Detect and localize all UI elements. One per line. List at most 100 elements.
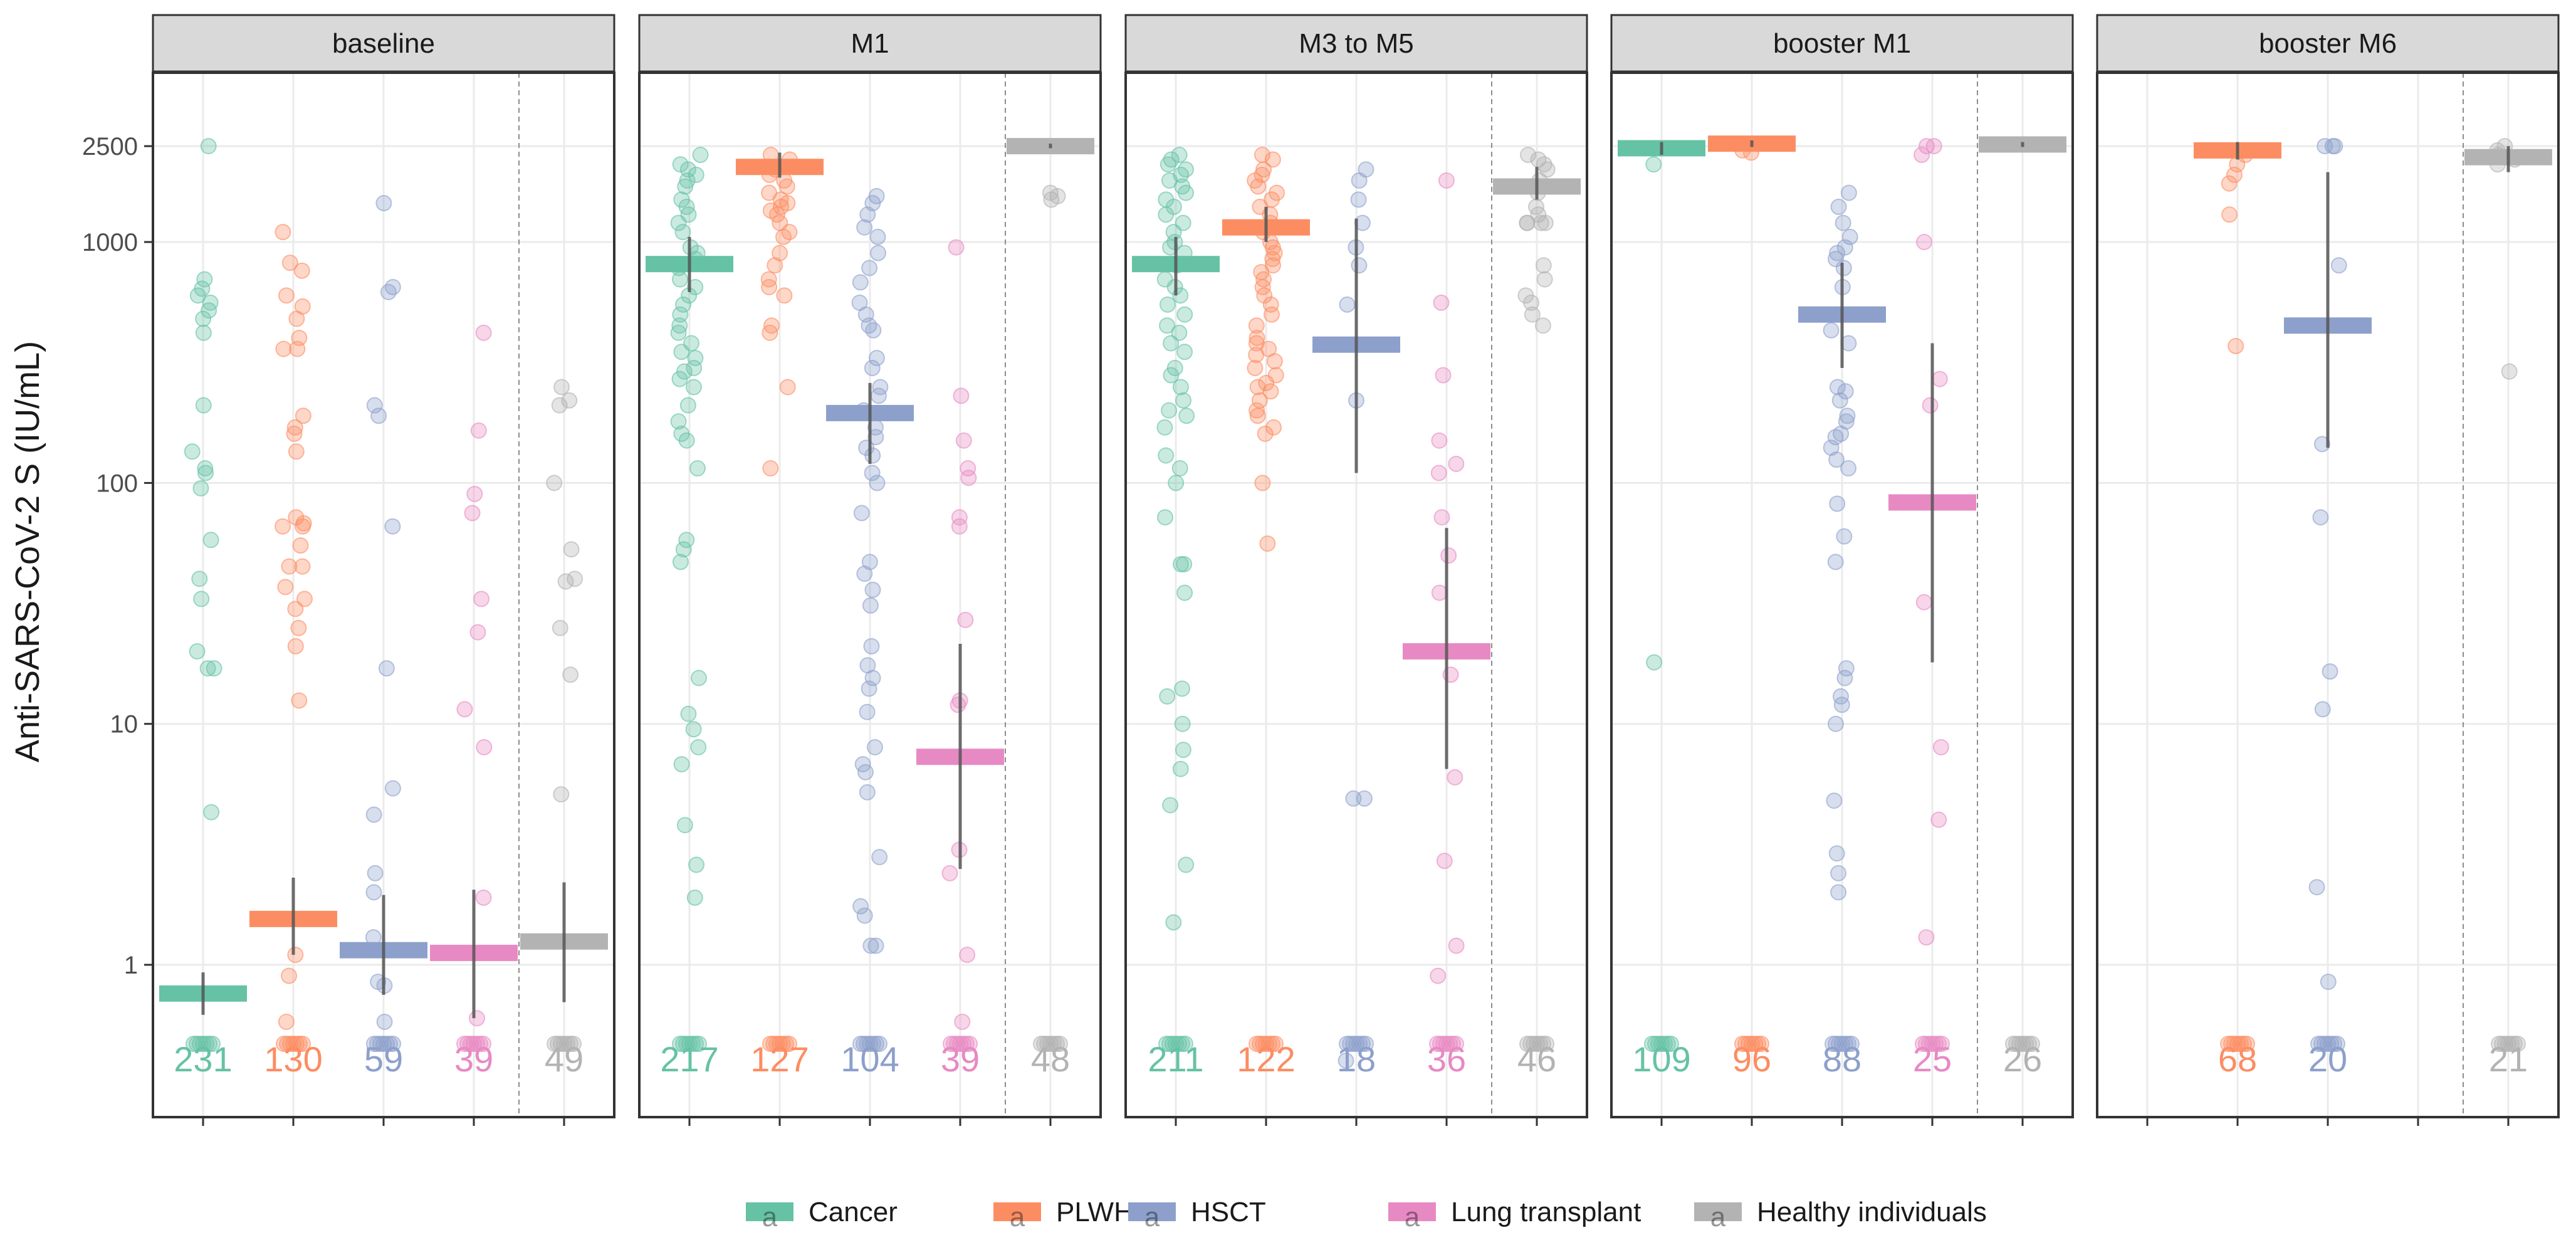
y-axis-label: Anti-SARS-CoV-2 S (IU/mL) [9,341,46,762]
data-point [1829,379,1846,396]
legend-label: HSCT [1191,1197,1266,1227]
count-label: 26 [2003,1039,2042,1079]
data-point [674,224,691,241]
data-point [1256,287,1273,304]
data-point [475,324,492,341]
data-point [1159,296,1176,313]
data-point-lod [1358,1036,1374,1053]
data-point [286,419,303,436]
data-point [290,619,307,636]
data-point [196,271,213,288]
panel-3: booster M1 109 96 88 25 26 [1610,14,2074,1126]
legend-key [1694,1202,1742,1221]
data-point [1351,257,1368,274]
data-point [675,296,692,313]
data-point [206,660,223,677]
data-point [773,198,790,215]
data-point [288,310,305,327]
data-point [199,660,216,677]
data-point-lod [871,1036,887,1053]
data-point [953,387,970,404]
data-point [959,947,976,964]
data-point [1157,509,1174,526]
data-point [2330,257,2347,274]
data-point [195,310,212,327]
data-point [863,638,880,654]
data-point [2501,363,2518,380]
legend-label: Lung transplant [1451,1197,1641,1227]
panel-2: M3 to M5 211 122 18 36 46 [1124,14,1588,1126]
data-point [864,447,881,464]
data-point [776,287,793,304]
data-point [1165,914,1182,931]
legend-item-cancer: a Cancer [746,1197,898,1232]
data-point [1830,864,1847,881]
legend-glyph: a [1144,1202,1160,1232]
series-hsct: 104 [826,187,914,1079]
count-label: 39 [941,1039,980,1079]
data-point [1435,367,1452,384]
data-point [191,570,208,587]
data-point [1156,419,1173,436]
data-point [562,666,579,683]
data-point [1162,239,1179,256]
data-point-lod [2510,1036,2526,1053]
data-point [1535,257,1552,274]
data-point [375,195,392,212]
data-point [1438,172,1455,189]
data-point [1915,594,1932,611]
data-point [2322,663,2338,680]
series-lung: 36 [1403,172,1490,1079]
data-point [869,228,886,245]
legend-glyph: a [1010,1202,1025,1232]
data-point [680,705,697,722]
data-point [1448,455,1465,472]
data-point [2226,166,2243,183]
data-point [869,475,886,491]
data-point [189,643,206,660]
data-point [1175,742,1191,759]
data-point [466,485,483,502]
count-label: 21 [2489,1039,2528,1079]
data-point [1537,214,1554,231]
data-point [286,425,303,442]
data-point [1830,884,1847,901]
data-point [202,532,219,549]
series-plwh: 127 [736,147,824,1079]
data-point [868,350,885,367]
data-point [1172,760,1189,777]
data-point [1175,392,1191,409]
data-point [469,624,486,641]
data-point [772,244,788,261]
count-label: 25 [1913,1039,1952,1079]
data-point [779,379,796,396]
data-point [378,660,395,677]
data-point [1163,367,1180,384]
data-point [1447,769,1463,785]
data-point [1264,251,1281,268]
panel-title: baseline [332,28,435,59]
data-point [1831,392,1848,409]
data-point [1262,383,1279,400]
count-label: 104 [840,1039,899,1079]
data-point [275,340,292,357]
data-point [941,864,958,881]
data-point [384,780,401,797]
data-point [367,864,384,881]
data-point [293,262,310,279]
data-point [1914,147,1930,164]
series-hsct: 20 [2284,138,2372,1079]
data-point [275,224,291,241]
data-point-lod [691,1036,707,1053]
data-point-lod [204,1036,221,1053]
data-point [557,573,574,590]
panel-strip [1124,14,1588,73]
data-point [1178,407,1195,424]
data-point [2317,138,2333,155]
data-point [1250,178,1267,195]
count-label: 49 [545,1039,584,1079]
legend-label: Healthy individuals [1757,1197,1987,1227]
data-point [864,360,881,377]
panel-title: booster M6 [2259,28,2397,59]
panel-4: booster M6 68 20 21 [2096,14,2560,1126]
